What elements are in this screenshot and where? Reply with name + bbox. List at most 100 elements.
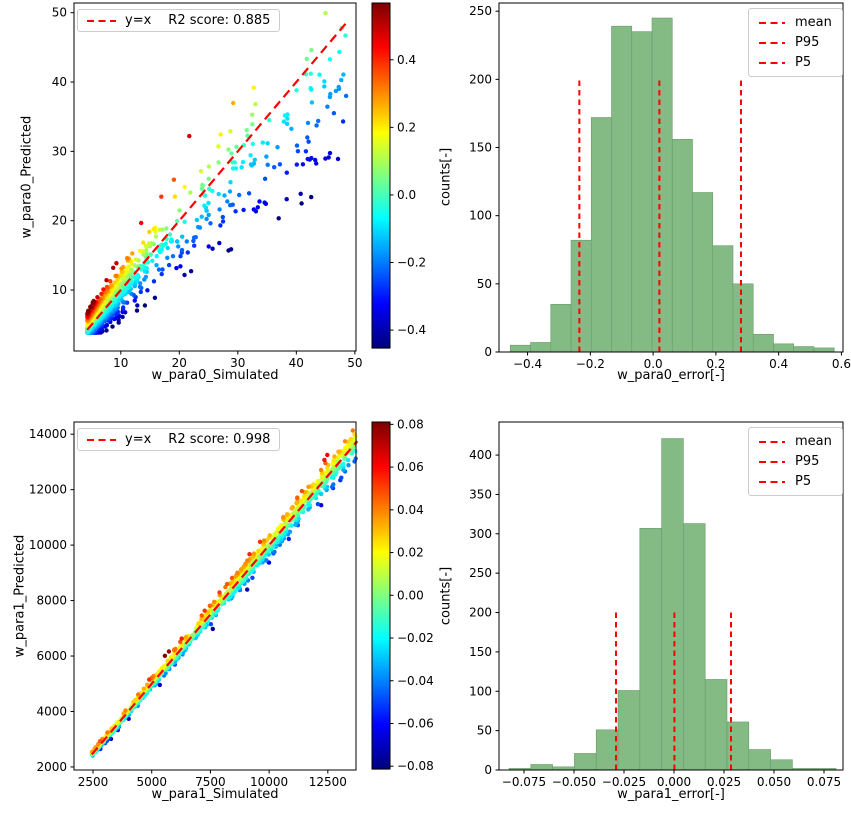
histogram-bar [590, 117, 612, 353]
histogram-bar [530, 764, 553, 771]
y-tick-label: 2000 [36, 760, 67, 774]
axes-frame [498, 421, 844, 771]
histogram-bar [509, 344, 531, 353]
xlabel-hist-w-para1: w_para1_error[-] [617, 787, 725, 802]
x-tick-label: 10000 [250, 775, 288, 789]
x-tick-label: −0.025 [602, 775, 646, 789]
colorbar-tick-label: 0.2 [397, 120, 416, 134]
xlabel-scatter-w-para1: w_para1_Simulated [151, 787, 279, 802]
mean-line-icon [759, 440, 785, 443]
legend-entry-mean: mean [759, 435, 832, 448]
legend-mean-label: mean [795, 434, 832, 449]
ylabel-hist-w-para1: counts[-] [438, 566, 454, 626]
y-tick-label: 4000 [36, 704, 67, 718]
x-tick-label: 0.075 [807, 775, 841, 789]
x-tick-label: −0.2 [576, 357, 605, 371]
colorbar-tick-label: 0.08 [397, 417, 424, 431]
x-tick-label: 12500 [309, 775, 347, 789]
y-tick-label: 50 [477, 277, 492, 291]
legend-yx-label: y=x [125, 432, 152, 447]
y-tick-label: 400 [469, 448, 492, 462]
y-tick-label: 100 [469, 684, 492, 698]
x-tick-label: 50 [347, 356, 362, 370]
legend-hist-w-para1: mean P95 P5 [748, 427, 843, 496]
y-tick-label: 150 [469, 645, 492, 659]
x-tick-label: 30 [230, 356, 245, 370]
identity-line [86, 22, 347, 331]
histogram-bar [793, 346, 815, 353]
y-tick-label: 40 [52, 75, 67, 89]
y-tick-label: 200 [469, 72, 492, 86]
colorbar-tick-label: −0.04 [397, 674, 434, 688]
colorbar: 0.4 0.2 0.0 −0.2 −0.4 [371, 2, 426, 349]
r2-score-label: R2 score: 0.885 [168, 13, 271, 28]
legend-hist-w-para0: mean P95 P5 [748, 8, 843, 77]
scatter-panel-w_para1_Simulated: 0.08 0.06 0.04 0.02 0.00 −0.02 −0.04 −0.06 −0.08… [29, 417, 434, 789]
y-tick-label: 30 [52, 144, 67, 158]
legend-p5-label: P5 [795, 55, 812, 70]
histogram-bar [773, 343, 795, 353]
y-tick-label: 14000 [29, 427, 67, 441]
y-tick-label: 150 [469, 141, 492, 155]
colorbar-tick-label: −0.4 [397, 323, 426, 337]
legend-entry-mean: mean [759, 16, 832, 29]
y-tick-label: 50 [52, 6, 67, 20]
y-tick-label: 0 [484, 345, 492, 359]
x-tick-label: 2500 [78, 775, 109, 789]
histogram-bar [570, 239, 592, 353]
histogram-bar [639, 527, 662, 771]
x-tick-label: 0.2 [706, 357, 725, 371]
p95-line-icon [759, 41, 785, 44]
histogram-bar [611, 25, 633, 353]
colorbar-tick-label: 0.00 [397, 588, 424, 602]
y-tick-label: 350 [469, 487, 492, 501]
histogram-bar [770, 759, 793, 771]
histogram-bar [732, 283, 754, 353]
y-equals-x-line-icon [87, 438, 116, 441]
xlabel-hist-w-para0: w_para0_error[-] [617, 368, 725, 383]
x-tick-label: 7500 [195, 775, 226, 789]
histogram-bar [617, 690, 641, 771]
y-tick-label: 8000 [36, 594, 67, 608]
mean-line-icon [759, 21, 785, 24]
x-tick-label: 0.4 [769, 357, 788, 371]
y-tick-label: 0 [484, 763, 492, 777]
y-tick-label: 250 [469, 566, 492, 580]
x-tick-label: 0.050 [757, 775, 791, 789]
histogram-panel-w_para1_error[-]: −0.075 −0.050 −0.025 0.000 0.025 0.050 0.075 0 5… [469, 421, 844, 789]
colorbar-tick-label: −0.06 [397, 716, 434, 730]
legend-entry-p95: P95 [759, 36, 819, 49]
x-tick-label: 5000 [136, 775, 167, 789]
histogram-bars [509, 17, 835, 353]
legend-scatter-w-para0: y=x R2 score: 0.885 [77, 9, 281, 32]
x-tick-label: −0.075 [502, 775, 546, 789]
y-tick-label: 12000 [29, 483, 67, 497]
histogram-bar [550, 303, 572, 353]
colorbar-tick-label: 0.4 [397, 53, 416, 67]
scatter-panel-w_para0_Simulated: 0.4 0.2 0.0 −0.2 −0.4 10 20 30 40 50 10 20 30 40 50 [52, 2, 426, 370]
histogram-panel-w_para0_error[-]: −0.4 −0.2 0.0 0.2 0.4 0.6 0 50 100 150 200 250 [469, 2, 851, 371]
p95-line-icon [759, 460, 785, 463]
x-tick-label: 10 [113, 356, 128, 370]
axes-frame [73, 421, 357, 771]
p5-line-icon [759, 480, 785, 483]
legend-yx-label: y=x [125, 13, 152, 28]
legend-entry-p95: P95 [759, 455, 819, 468]
x-tick-label: −0.050 [552, 775, 596, 789]
histogram-bar [748, 749, 771, 771]
histogram-bar [692, 192, 714, 353]
histogram-bar [661, 438, 684, 771]
legend-scatter-w-para1: y=x R2 score: 0.998 [77, 428, 281, 451]
histogram-bar [813, 347, 835, 353]
ylabel-hist-w-para0: counts[-] [438, 147, 454, 207]
legend-p5-label: P5 [795, 474, 812, 489]
y-tick-label: 300 [469, 527, 492, 541]
x-tick-label: 0.000 [657, 775, 691, 789]
histogram-bar [752, 333, 774, 353]
histogram-bar [574, 753, 597, 771]
scatter-points [85, 10, 349, 335]
x-tick-label: 0.025 [707, 775, 741, 789]
axes-frame [498, 2, 844, 353]
legend-p95-label: P95 [795, 454, 820, 469]
